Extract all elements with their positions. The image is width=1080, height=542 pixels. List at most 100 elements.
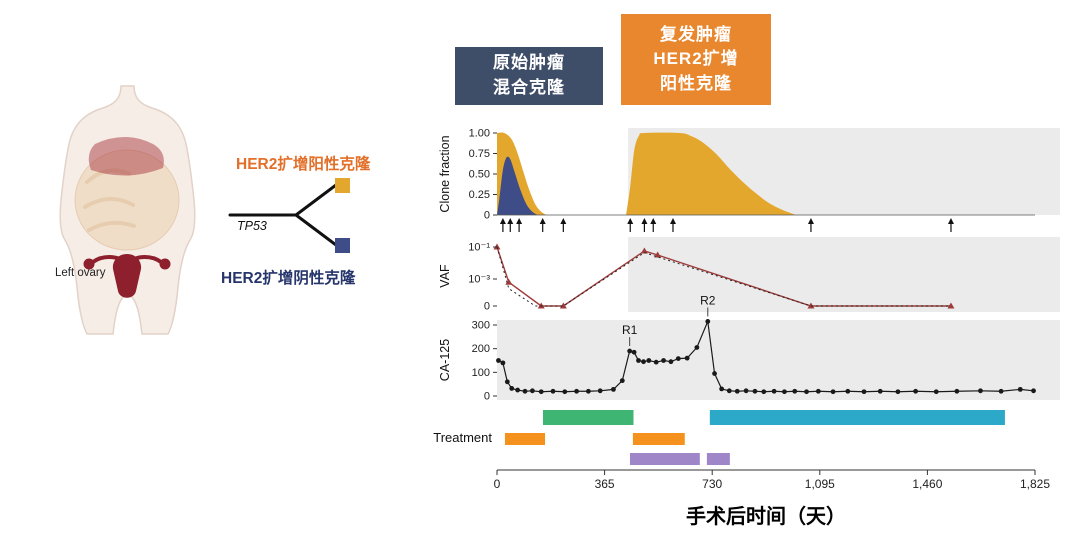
ca125-point [675, 356, 681, 362]
ca125-point [646, 358, 652, 363]
y-tick-label: 0.50 [469, 169, 490, 181]
ca125-point [496, 358, 501, 363]
label-treatment: Treatment [433, 430, 492, 445]
ca125-point [752, 388, 758, 394]
treatment-bar-purple [706, 453, 730, 465]
y-tick-label: 0.75 [469, 148, 490, 160]
ca125-point [585, 388, 591, 394]
ca125-point [815, 388, 821, 394]
ca125-point [627, 348, 633, 354]
ca125-point [574, 388, 579, 394]
ca125-point [529, 388, 535, 394]
vaf-marker [807, 302, 815, 309]
sample-arrow-head [947, 218, 954, 224]
x-tick-label: 730 [702, 477, 722, 491]
ca125-point [761, 389, 767, 395]
ca125-point [694, 345, 700, 350]
ca125-point [734, 388, 740, 394]
tree-branches [228, 183, 338, 247]
y-tick-label: 100 [472, 367, 490, 379]
ca125-point [743, 388, 749, 394]
treatment-bar-green [542, 410, 634, 425]
x-axis-title: 手术后时间（天） [686, 504, 846, 528]
ca125-point [631, 349, 637, 355]
ca125-point [877, 388, 883, 394]
ca125-point [522, 388, 528, 394]
sample-arrow-head [641, 218, 648, 224]
ca125-point [538, 389, 544, 395]
y-tick-label: 10⁻³ [468, 274, 490, 286]
recurrent-tumor-header-line2: HER2扩增 [653, 49, 739, 69]
ca125-point [1031, 388, 1036, 394]
x-tick-label: 1,825 [1020, 477, 1050, 491]
treatment-bar-orange [504, 433, 546, 445]
sample-arrow-head [516, 218, 523, 224]
ca125-point [712, 371, 717, 376]
ca125-point [861, 389, 867, 395]
ca125-point [954, 388, 960, 394]
y-tick-label: 0 [484, 301, 490, 313]
sample-arrow-head [499, 218, 506, 224]
primary-tumor-header: 原始肿瘤 混合克隆 [455, 47, 603, 105]
y-tick-label: 0.25 [469, 189, 490, 201]
ca125-point [792, 388, 798, 394]
recurrent-tumor-header-line3: 阳性克隆 [660, 73, 732, 93]
recurrent-tumor-header-line1: 复发肿瘤 [660, 24, 732, 44]
upper-organ-shape [88, 137, 164, 176]
treatment-bar-purple [629, 453, 700, 465]
tree-node-positive [335, 178, 350, 193]
ca125-point [500, 360, 506, 366]
ca125-point [978, 388, 983, 394]
left-ovary-label: Left ovary [55, 267, 106, 279]
ylabel-clone-fraction: Clone fraction [438, 135, 452, 212]
ca125-point [705, 319, 711, 324]
phylogenetic-tree [228, 178, 350, 253]
ca125-point [611, 386, 616, 392]
vaf-marker [559, 302, 567, 309]
sample-arrow-head [560, 218, 567, 224]
ca125-point [771, 388, 777, 394]
sample-arrow-head [669, 218, 676, 224]
clone-fraction-area [497, 156, 538, 215]
relapse-annotation-R2: R2 [700, 293, 716, 307]
treatment-bar-teal [709, 410, 1005, 425]
x-tick-label: 1,460 [912, 477, 942, 491]
vaf-line-dotted [496, 246, 951, 307]
ca125-point [684, 355, 690, 361]
tree-positive-label: HER2扩增阳性克隆 [236, 156, 371, 173]
y-tick-label: 0 [484, 391, 490, 403]
vaf-marker [654, 251, 662, 258]
ca125-point [562, 389, 568, 395]
ca125-point [515, 387, 521, 393]
ca125-point [641, 359, 646, 365]
y-tick-label: 10⁻¹ [468, 242, 490, 254]
ca125-point [998, 388, 1004, 394]
recurrent-tumor-header: 复发肿瘤 HER2扩增 阳性克隆 [621, 14, 771, 105]
vaf-marker [505, 278, 513, 285]
tree-negative-label: HER2扩增阴性克隆 [221, 270, 356, 287]
sample-arrow-head [627, 218, 634, 224]
y-tick-label: 0 [484, 210, 490, 222]
primary-tumor-header-line2: 混合克隆 [493, 78, 565, 97]
ca125-point [504, 379, 510, 385]
relapse-annotation-R1: R1 [622, 323, 638, 337]
ca125-point [509, 386, 515, 391]
ca125-point [913, 388, 919, 394]
ca125-point [550, 388, 556, 394]
ca125-point [895, 389, 901, 395]
recurrence-shade-vaf-panel [628, 237, 1060, 312]
x-tick-label: 1,095 [805, 477, 835, 491]
ca125-point [719, 386, 725, 392]
y-tick-label: 1.00 [469, 128, 490, 140]
sample-arrow-head [650, 218, 657, 224]
tp53-label: TP53 [237, 219, 267, 233]
ca125-point [782, 389, 787, 395]
ylabel-vaf: VAF [438, 264, 452, 288]
ylabel-ca125: CA-125 [438, 339, 452, 381]
clone-fraction-area [626, 132, 797, 215]
ca125-point [668, 359, 674, 365]
primary-tumor-header-line1: 原始肿瘤 [493, 53, 565, 73]
ca125-point [619, 378, 625, 384]
x-tick-label: 0 [494, 477, 501, 491]
